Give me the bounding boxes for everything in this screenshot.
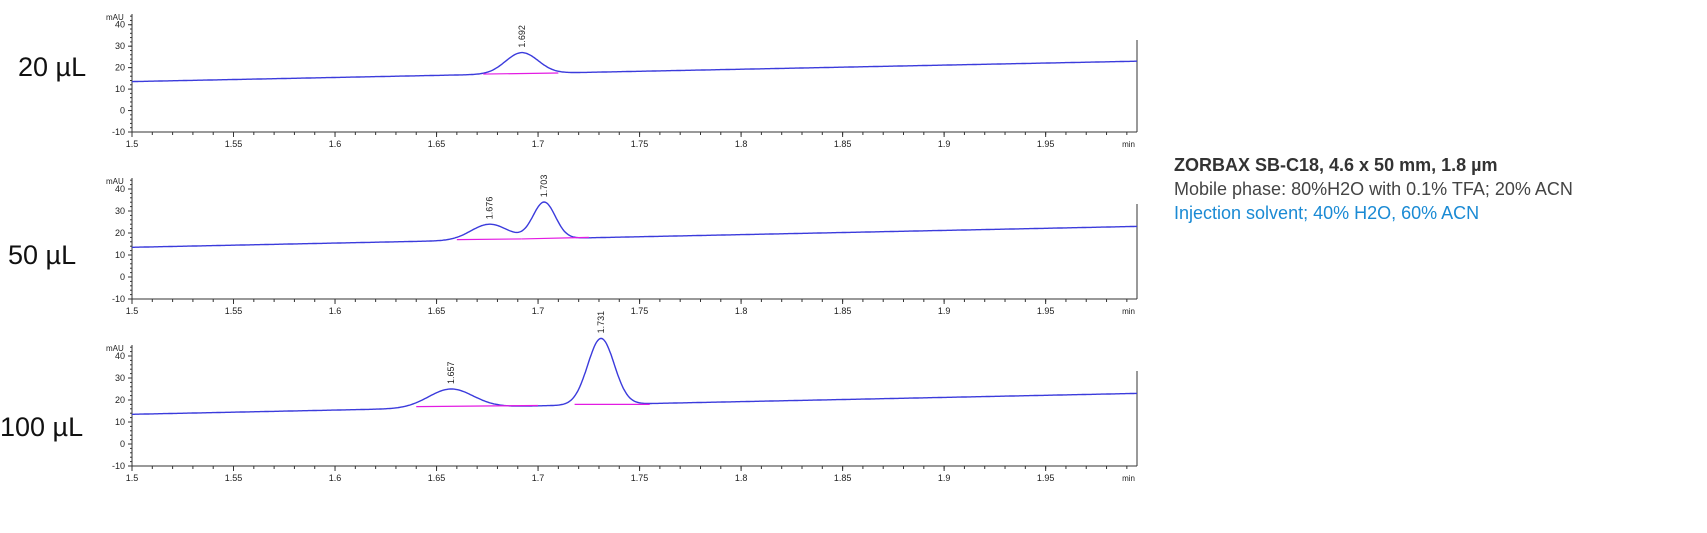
integration-baseline — [416, 404, 539, 408]
y-tick-label: 30 — [115, 206, 125, 216]
chromatogram-panel-1: 20 µL mAU -10 0 10 20 30 40 1.5 1.55 1.6 1.65 1.7 1.7… — [18, 13, 1138, 149]
x-tick-label: 1.7 — [532, 139, 545, 149]
x-tick-label: 1.75 — [631, 306, 649, 316]
y-tick-label: 20 — [115, 228, 125, 238]
y-axis-unit: mAU — [106, 13, 124, 22]
x-axis-unit: min — [1122, 474, 1135, 483]
x-tick-label: 1.6 — [329, 306, 342, 316]
x-axis-unit: min — [1122, 307, 1135, 316]
x-tick-label: 1.75 — [631, 139, 649, 149]
x-tick-label: 1.9 — [938, 306, 951, 316]
y-tick-label: 10 — [115, 417, 125, 427]
x-tick-label: 1.5 — [126, 473, 139, 483]
y-tick-label: 0 — [120, 106, 125, 116]
y-tick-label: 40 — [115, 351, 125, 361]
integration-baseline — [456, 238, 522, 241]
column-info: ZORBAX SB-C18, 4.6 x 50 mm, 1.8 µm Mobil… — [1174, 153, 1573, 225]
peak-retention-label: 1.676 — [484, 197, 494, 220]
y-tick-label: 10 — [115, 84, 125, 94]
chromatogram-trace — [132, 337, 1137, 415]
y-tick-label: 40 — [115, 20, 125, 30]
y-tick-label: 30 — [115, 41, 125, 51]
y-axis-unit: mAU — [106, 177, 124, 186]
x-tick-label: 1.75 — [631, 473, 649, 483]
y-tick-label: 10 — [115, 250, 125, 260]
column-spec: ZORBAX SB-C18, 4.6 x 50 mm, 1.8 µm — [1174, 155, 1498, 175]
x-tick-label: 1.65 — [428, 139, 446, 149]
y-tick-label: 0 — [120, 272, 125, 282]
x-tick-label: 1.85 — [834, 306, 852, 316]
x-tick-label: 1.5 — [126, 306, 139, 316]
x-axis-unit: min — [1122, 140, 1135, 149]
chromatogram-panel-2: 50 µL mAU -10 0 10 20 30 40 1.5 1.55 1.6 1.65 1.7 1.7… — [8, 175, 1138, 316]
integration-baseline — [483, 72, 559, 75]
injection-volume-label: 100 µL — [0, 412, 83, 442]
injection-solvent: Injection solvent; 40% H2O, 60% ACN — [1174, 203, 1480, 223]
x-tick-label: 1.8 — [735, 306, 748, 316]
x-tick-label: 1.85 — [834, 473, 852, 483]
x-tick-label: 1.55 — [225, 139, 243, 149]
integration-baseline — [521, 236, 589, 240]
mobile-phase: Mobile phase: 80%H2O with 0.1% TFA; 20% … — [1174, 179, 1573, 199]
x-tick-label: 1.8 — [735, 139, 748, 149]
x-tick-label: 1.55 — [225, 473, 243, 483]
x-tick-label: 1.6 — [329, 139, 342, 149]
x-tick-label: 1.9 — [938, 473, 951, 483]
peak-retention-label: 1.657 — [446, 361, 456, 384]
x-tick-label: 1.95 — [1037, 139, 1055, 149]
x-tick-label: 1.85 — [834, 139, 852, 149]
x-tick-label: 1.55 — [225, 306, 243, 316]
y-tick-label: -10 — [112, 461, 125, 471]
x-tick-label: 1.65 — [428, 473, 446, 483]
y-tick-label: 0 — [120, 439, 125, 449]
chromatogram-panel-3: 100 µL mAU -10 0 10 20 30 40 1.5 1.55 1.6 1.65 1.7 1.… — [0, 311, 1138, 483]
x-tick-label: 1.95 — [1037, 306, 1055, 316]
chromatogram-trace — [132, 51, 1137, 83]
peak-retention-label: 1.731 — [596, 311, 606, 334]
x-tick-label: 1.5 — [126, 139, 139, 149]
injection-volume-label: 20 µL — [18, 52, 86, 82]
x-tick-label: 1.9 — [938, 139, 951, 149]
y-tick-label: 20 — [115, 395, 125, 405]
x-tick-label: 1.8 — [735, 473, 748, 483]
x-tick-label: 1.7 — [532, 306, 545, 316]
injection-volume-label: 50 µL — [8, 240, 76, 270]
x-tick-label: 1.95 — [1037, 473, 1055, 483]
peak-retention-label: 1.692 — [517, 25, 527, 48]
x-tick-label: 1.7 — [532, 473, 545, 483]
peak-retention-label: 1.703 — [539, 175, 549, 198]
y-tick-label: 30 — [115, 373, 125, 383]
y-tick-label: 40 — [115, 184, 125, 194]
y-tick-label: 20 — [115, 63, 125, 73]
x-tick-label: 1.6 — [329, 473, 342, 483]
y-tick-label: -10 — [112, 294, 125, 304]
y-axis-unit: mAU — [106, 344, 124, 353]
y-tick-label: -10 — [112, 127, 125, 137]
chromatogram-trace — [132, 201, 1137, 248]
x-tick-label: 1.65 — [428, 306, 446, 316]
